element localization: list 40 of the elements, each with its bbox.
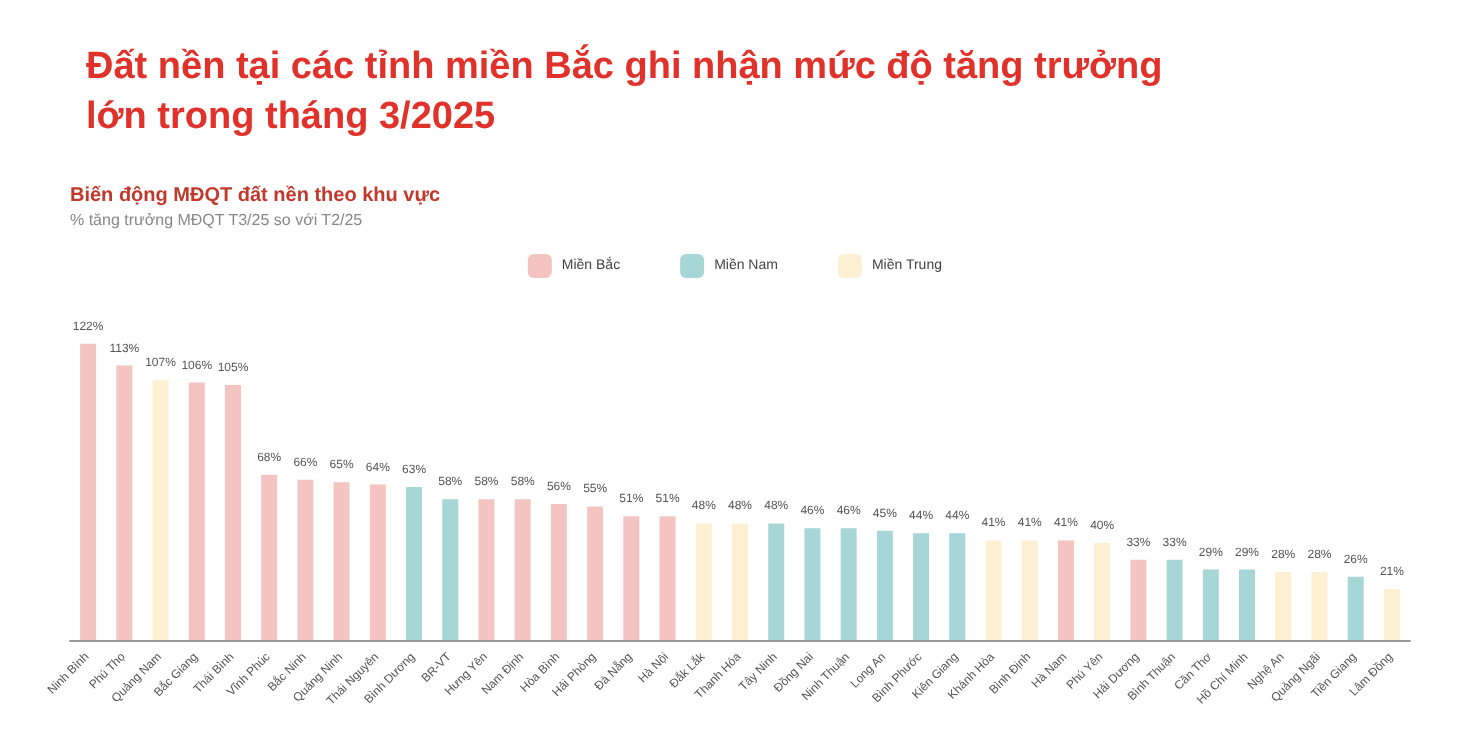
bar: [152, 380, 169, 640]
bar: [1275, 572, 1292, 640]
bar: [840, 528, 857, 640]
bar: [442, 499, 459, 640]
bar: [369, 484, 386, 640]
bar: [985, 540, 1002, 640]
bar: [949, 533, 966, 640]
bar: [876, 530, 893, 640]
bar: [587, 506, 604, 640]
bar: [695, 523, 712, 640]
bar: [1311, 572, 1328, 640]
bar: [224, 385, 241, 640]
bar: [550, 504, 567, 640]
bar: [913, 533, 930, 640]
bar: [406, 487, 423, 640]
bar: [478, 499, 495, 640]
bar: [623, 516, 640, 640]
chart-subtitle: Biến động MĐQT đất nền theo khu vực: [70, 185, 441, 207]
bar: [297, 479, 314, 640]
text: % tăng trưởng MĐQT T3/25 so với T2/25: [70, 211, 364, 229]
bar: [1347, 576, 1364, 640]
bar: [261, 474, 278, 640]
bar: [1130, 559, 1147, 640]
bar: [188, 382, 205, 640]
bar: [1021, 540, 1038, 640]
bar: [514, 499, 531, 640]
chart-title: Đất nền tại các tỉnh miền Bắc ghi nhận mức độ tăng trưởng lớn trong tháng 3/2025: [86, 44, 1174, 138]
bar: [1166, 559, 1183, 640]
bar: [804, 528, 821, 640]
bar: [732, 523, 748, 640]
bar: [1383, 589, 1400, 640]
bar: [1239, 569, 1256, 640]
bar: [1202, 569, 1219, 640]
bar: [80, 343, 97, 640]
bar: [1094, 542, 1111, 640]
bar: [333, 482, 350, 640]
bar: [1057, 540, 1074, 640]
bar: [659, 516, 676, 640]
bar: [768, 523, 785, 640]
bar: [116, 365, 133, 640]
